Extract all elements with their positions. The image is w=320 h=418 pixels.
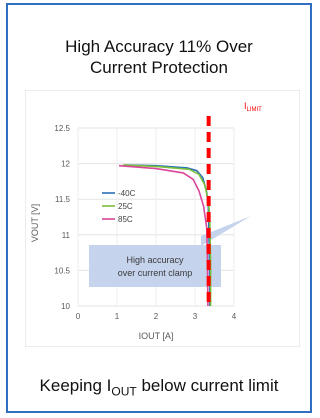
slide-card: High Accuracy 11% Over Current Protectio…: [6, 3, 312, 413]
limit-label-sub: LIMIT: [247, 107, 263, 113]
y-tick-label: 11: [62, 231, 71, 240]
y-tick-label: 10.5: [54, 266, 70, 275]
legend-label: -40C: [118, 189, 136, 198]
x-tick-label: 1: [115, 312, 120, 321]
chart-legend: -40C 25C 85C: [102, 189, 136, 224]
annotation-group: High accuracy over current clamp: [89, 216, 251, 287]
title-line-1: High Accuracy 11% Over: [65, 37, 253, 56]
title-line-2: Current Protection: [90, 58, 228, 77]
caption-tail: below current limit: [136, 376, 279, 395]
annotation-box: [89, 245, 221, 287]
bottom-caption: Keeping IOUT below current limit: [8, 376, 310, 398]
chart-frame: [25, 90, 300, 347]
y-axis-label: VOUT [V]: [30, 204, 40, 242]
chart-series: [118, 116, 212, 307]
limit-label: ILIMIT: [244, 101, 262, 113]
x-axis-label: IOUT [A]: [139, 331, 174, 341]
legend-label: 85C: [118, 215, 133, 224]
y-tick-label: 12: [61, 160, 70, 169]
x-tick-label: 2: [154, 312, 159, 321]
annotation-pointer: [201, 216, 251, 246]
x-tick-label: 0: [76, 312, 81, 321]
page-title: High Accuracy 11% Over Current Protectio…: [8, 36, 310, 78]
y-tick-label: 11.5: [55, 195, 71, 204]
y-tick-label: 10: [61, 302, 70, 311]
annotation-line-1: High accuracy: [126, 255, 184, 265]
y-tick-label: 12.5: [54, 124, 70, 133]
chart-area: 10 10.5 11 11.5 12 12.5 0 1 2 3 4 High accuracy ove…: [25, 90, 300, 347]
caption-main: Keeping I: [39, 376, 112, 395]
annotation-line-2: over current clamp: [118, 268, 193, 278]
x-tick-label: 4: [232, 312, 237, 321]
caption-subscript: OUT: [111, 384, 137, 399]
limit-label-main: I: [244, 101, 247, 111]
legend-label: 25C: [118, 202, 133, 211]
x-tick-label: 3: [193, 312, 198, 321]
